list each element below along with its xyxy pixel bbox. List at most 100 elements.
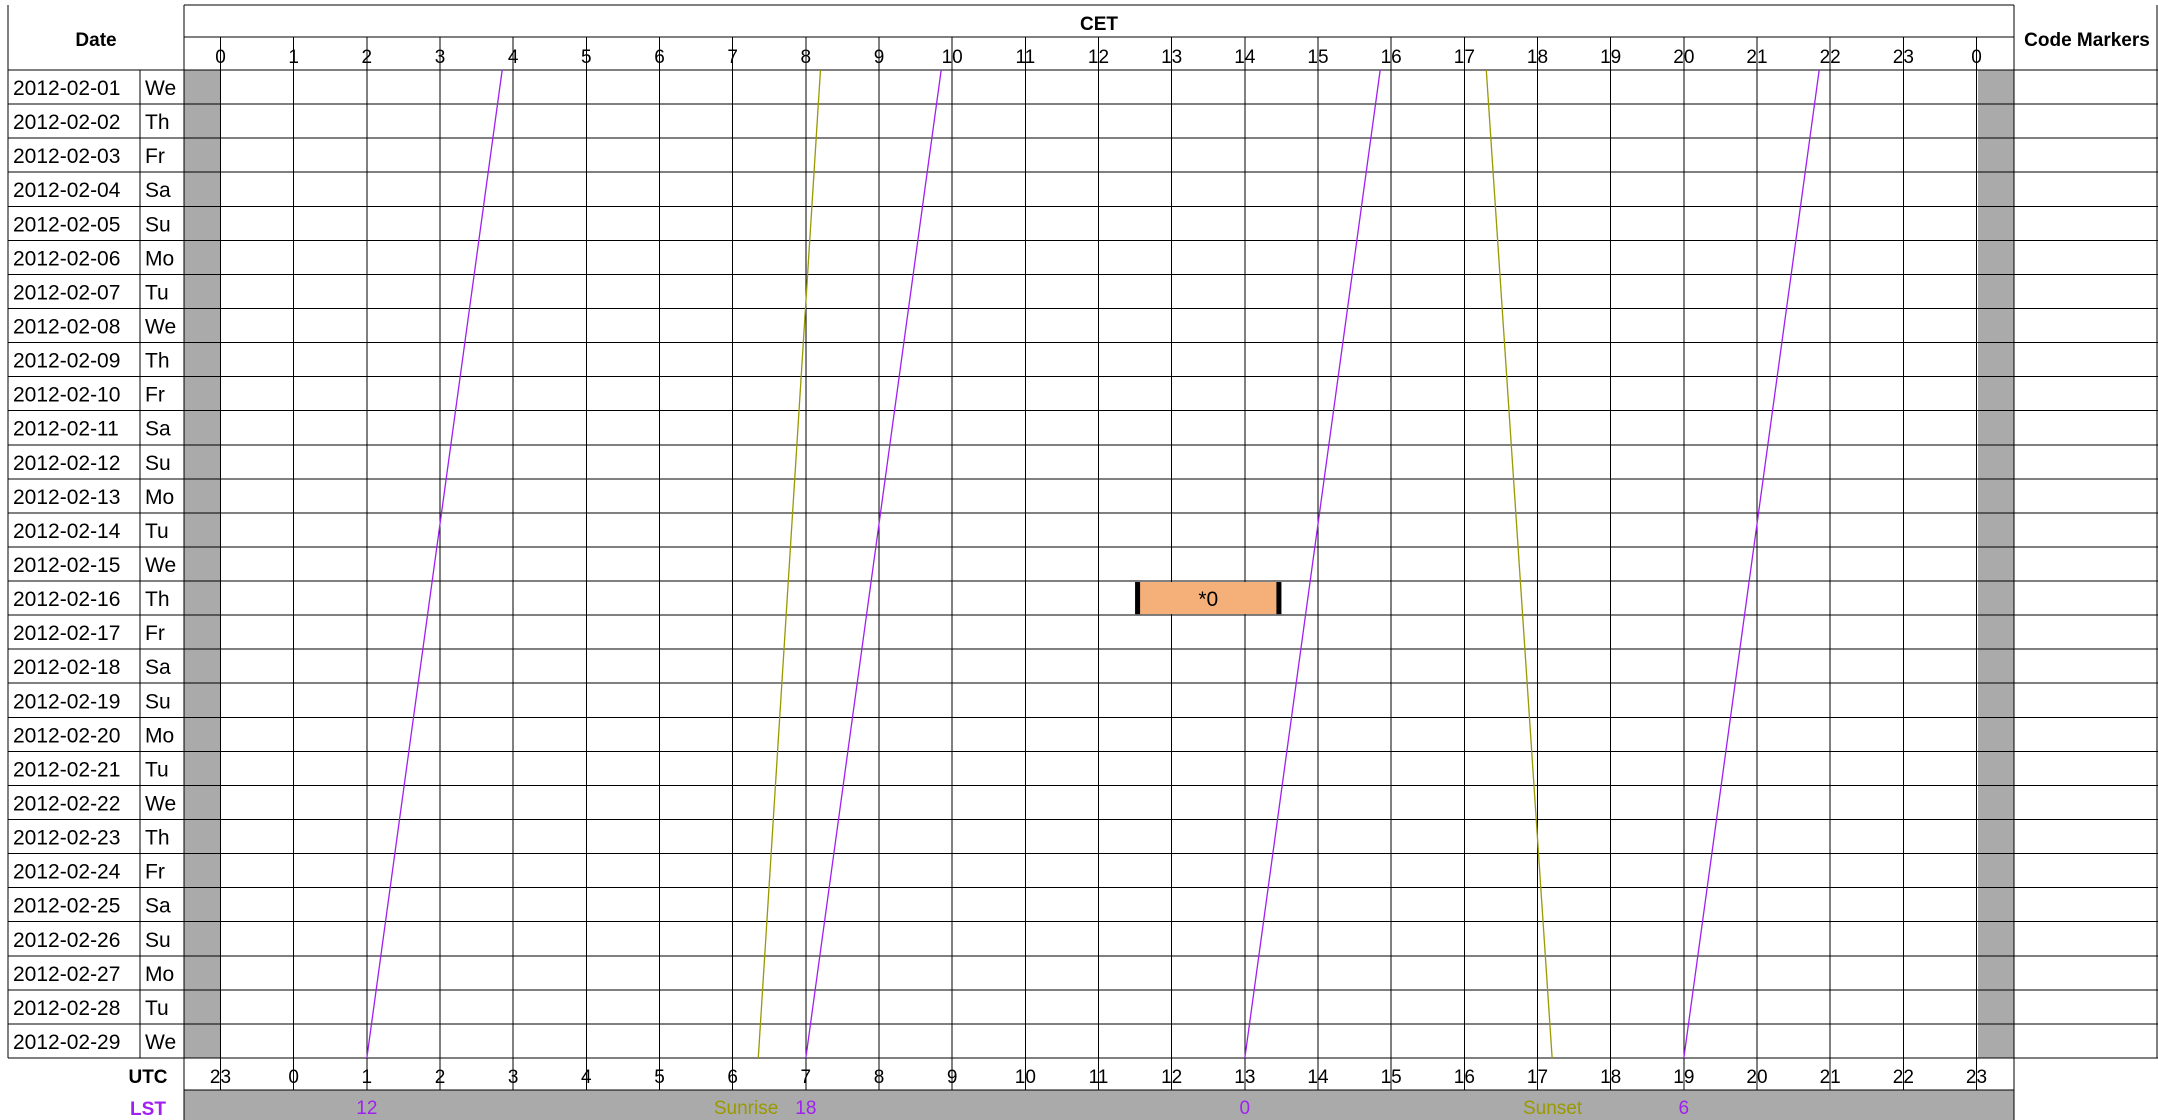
row-day: Fr <box>145 384 165 407</box>
row-date: 2012-02-18 <box>13 656 120 679</box>
lst-label: 0 <box>1240 1098 1251 1119</box>
row-date: 2012-02-06 <box>13 247 120 270</box>
cet-tick-label: 4 <box>508 47 519 68</box>
row-date: 2012-02-01 <box>13 77 120 100</box>
row-day: We <box>145 792 176 815</box>
row-date: 2012-02-13 <box>13 486 120 509</box>
row-day: Th <box>145 588 170 611</box>
row-date: 2012-02-11 <box>13 418 119 441</box>
cet-tick-label: 16 <box>1381 47 1402 68</box>
row-day: Th <box>145 827 170 850</box>
row-day: Fr <box>145 861 165 884</box>
row-day: Tu <box>145 758 169 781</box>
cet-tick-label: 6 <box>654 47 665 68</box>
lst-line <box>805 69 942 1059</box>
lst-band <box>184 1090 2014 1120</box>
row-date: 2012-02-05 <box>13 213 120 236</box>
row-day: Su <box>145 929 171 952</box>
row-date: 2012-02-14 <box>13 520 121 543</box>
cet-tick-label: 19 <box>1600 47 1621 68</box>
utc-tick-label: 23 <box>1966 1067 1987 1088</box>
row-date: 2012-02-23 <box>13 827 120 850</box>
cet-tick-label: 1 <box>288 47 299 68</box>
cet-tick-label: 10 <box>942 47 963 68</box>
lst-label: 18 <box>795 1098 816 1119</box>
row-day: Tu <box>145 997 169 1020</box>
row-day: Su <box>145 452 171 475</box>
row-day: Su <box>145 213 171 236</box>
cet-axis-title: CET <box>1080 14 1118 35</box>
row-date: 2012-02-16 <box>13 588 120 611</box>
row-day: Sa <box>145 656 171 679</box>
row-date: 2012-02-19 <box>13 690 120 713</box>
row-day: We <box>145 77 176 100</box>
grid-lines <box>7 4 2158 1120</box>
utc-tick-label: 21 <box>1820 1067 1841 1088</box>
sunrise-line <box>757 69 822 1059</box>
date-header: Date <box>75 30 116 51</box>
row-date: 2012-02-15 <box>13 554 120 577</box>
utc-tick-label: 2 <box>435 1067 446 1088</box>
lst-line <box>1683 69 1820 1059</box>
utc-tick-label: 4 <box>581 1067 592 1088</box>
row-day: Th <box>145 350 170 373</box>
utc-tick-label: 8 <box>874 1067 885 1088</box>
row-date: 2012-02-21 <box>13 758 120 781</box>
utc-tick-label: 3 <box>508 1067 519 1088</box>
row-date: 2012-02-22 <box>13 792 120 815</box>
row-day: Su <box>145 690 171 713</box>
row-date: 2012-02-04 <box>13 179 121 202</box>
sunset-line <box>1485 69 1553 1059</box>
row-day: Sa <box>145 895 171 918</box>
lst-label: 6 <box>1679 1098 1690 1119</box>
cet-tick-label: 13 <box>1161 47 1182 68</box>
row-day: We <box>145 316 176 339</box>
utc-tick-label: 18 <box>1600 1067 1621 1088</box>
cet-tick-label: 22 <box>1820 47 1841 68</box>
cet-tick-label: 14 <box>1234 47 1256 68</box>
lst-axis-title: LST <box>130 1099 166 1120</box>
utc-tick-label: 20 <box>1746 1067 1767 1088</box>
row-date: 2012-02-10 <box>13 384 120 407</box>
sunrise-label: Sunrise <box>714 1098 778 1119</box>
code-markers-header: Code Markers <box>2024 30 2150 51</box>
block-label: *0 <box>1198 588 1218 611</box>
cet-tick-label: 2 <box>362 47 373 68</box>
cet-tick-label: 8 <box>801 47 812 68</box>
cet-tick-label: 15 <box>1307 47 1328 68</box>
row-day: Tu <box>145 281 169 304</box>
cet-tick-label: 0 <box>1971 47 1982 68</box>
row-date: 2012-02-29 <box>13 1031 120 1054</box>
row-date: 2012-02-09 <box>13 350 120 373</box>
utc-tick-label: 19 <box>1673 1067 1694 1088</box>
utc-tick-label: 17 <box>1527 1067 1548 1088</box>
row-date: 2012-02-25 <box>13 895 120 918</box>
utc-tick-label: 0 <box>288 1067 299 1088</box>
utc-tick-label: 15 <box>1381 1067 1402 1088</box>
shade-right <box>1978 70 2014 1058</box>
row-date: 2012-02-12 <box>13 452 120 475</box>
cet-tick-label: 3 <box>435 47 446 68</box>
cet-tick-label: 17 <box>1454 47 1475 68</box>
cet-tick-label: 21 <box>1746 47 1767 68</box>
sunset-label: Sunset <box>1523 1098 1583 1119</box>
lst-label: 12 <box>356 1098 377 1119</box>
utc-tick-label: 14 <box>1307 1067 1329 1088</box>
row-date: 2012-02-08 <box>13 316 120 339</box>
row-day: Fr <box>145 145 165 168</box>
row-day: Th <box>145 111 170 134</box>
row-date: 2012-02-07 <box>13 281 120 304</box>
cet-tick-label: 20 <box>1673 47 1694 68</box>
row-date: 2012-02-17 <box>13 622 120 645</box>
row-day: Fr <box>145 622 165 645</box>
shade-left <box>184 70 220 1058</box>
cet-tick-label: 18 <box>1527 47 1548 68</box>
row-date: 2012-02-02 <box>13 111 120 134</box>
row-day: Tu <box>145 520 169 543</box>
lst-line <box>1244 69 1381 1059</box>
cet-tick-label: 12 <box>1088 47 1109 68</box>
row-day: Mo <box>145 247 174 270</box>
row-date: 2012-02-27 <box>13 963 120 986</box>
